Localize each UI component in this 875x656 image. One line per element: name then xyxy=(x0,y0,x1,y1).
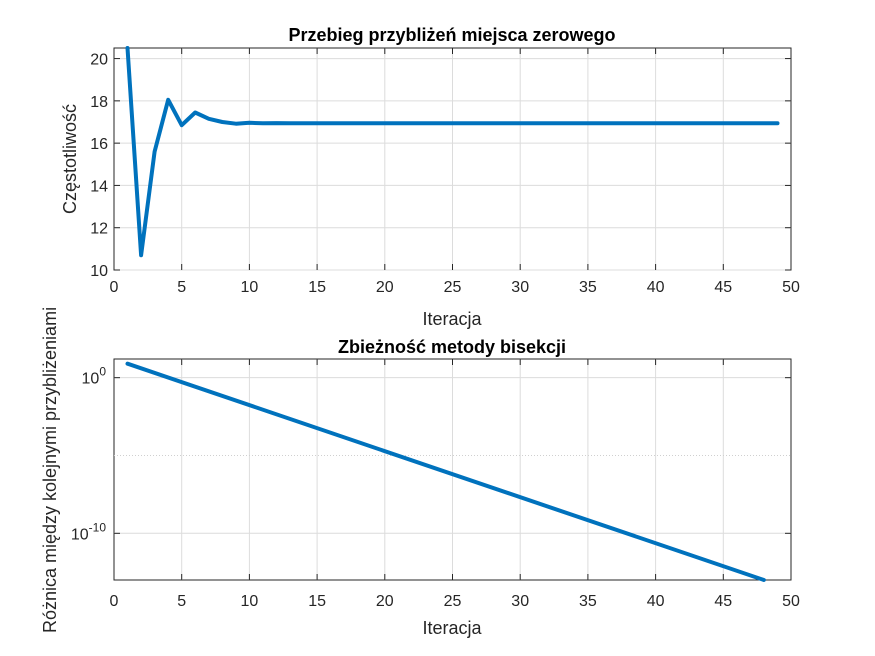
y-tick-label: 14 xyxy=(90,178,108,195)
x-tick-label: 30 xyxy=(511,279,529,296)
x-tick-label: 0 xyxy=(110,593,119,610)
x-tick-label: 15 xyxy=(308,593,326,610)
x-tick-label: 35 xyxy=(579,279,597,296)
ticks-top: 0 5 10 15 20 25 30 35 40 45 50 10 12 14 16 18 20 xyxy=(90,48,800,296)
y-tick-label: 12 xyxy=(90,221,108,238)
x-tick-label: 25 xyxy=(444,593,462,610)
x-tick-label: 15 xyxy=(308,279,326,296)
x-tick-label: 30 xyxy=(511,593,529,610)
x-tick-label: 0 xyxy=(110,279,119,296)
chart-title-top: Przebieg przybliżeń miejsca zerowego xyxy=(288,25,615,45)
series-line xyxy=(125,361,766,582)
subplot-bottom: 0 5 10 15 20 25 30 35 40 45 50 100 10-10 Zbieżność m… xyxy=(40,307,800,638)
x-tick-label: 35 xyxy=(579,593,597,610)
series-top xyxy=(125,46,780,258)
x-tick-label: 25 xyxy=(444,279,462,296)
x-axis-label-bottom: Iteracja xyxy=(422,618,482,638)
x-tick-label: 20 xyxy=(376,593,394,610)
x-axis-label-top: Iteracja xyxy=(422,309,482,329)
y-tick-label: 18 xyxy=(90,94,108,111)
x-tick-label: 20 xyxy=(376,279,394,296)
series-line xyxy=(125,46,780,258)
y-tick-label: 10 xyxy=(90,263,108,280)
x-tick-label: 40 xyxy=(647,279,665,296)
subplot-top: 0 5 10 15 20 25 30 35 40 45 50 10 12 14 16 18 20 Przebie… xyxy=(60,25,800,329)
x-tick-label: 45 xyxy=(714,593,732,610)
y-axis-label-bottom: Różnica między kolejnymi przybliżeniami xyxy=(40,307,60,633)
y-axis-label-top: Częstotliwość xyxy=(60,104,80,214)
series-bottom xyxy=(125,361,766,582)
y-tick-label: 20 xyxy=(90,52,108,69)
chart-title-bottom: Zbieżność metody bisekcji xyxy=(338,337,566,357)
x-tick-label: 5 xyxy=(177,279,186,296)
x-tick-label: 5 xyxy=(177,593,186,610)
x-tick-label: 10 xyxy=(241,593,259,610)
x-tick-label: 50 xyxy=(782,593,800,610)
x-tick-label: 10 xyxy=(241,279,259,296)
x-tick-label: 45 xyxy=(714,279,732,296)
y-tick-label: 100 xyxy=(82,365,107,388)
y-tick-label: 10-10 xyxy=(71,520,106,543)
x-tick-label: 40 xyxy=(647,593,665,610)
ticks-bottom: 0 5 10 15 20 25 30 35 40 45 50 100 10-10 xyxy=(71,359,800,610)
y-tick-label: 16 xyxy=(90,136,108,153)
x-tick-label: 50 xyxy=(782,279,800,296)
